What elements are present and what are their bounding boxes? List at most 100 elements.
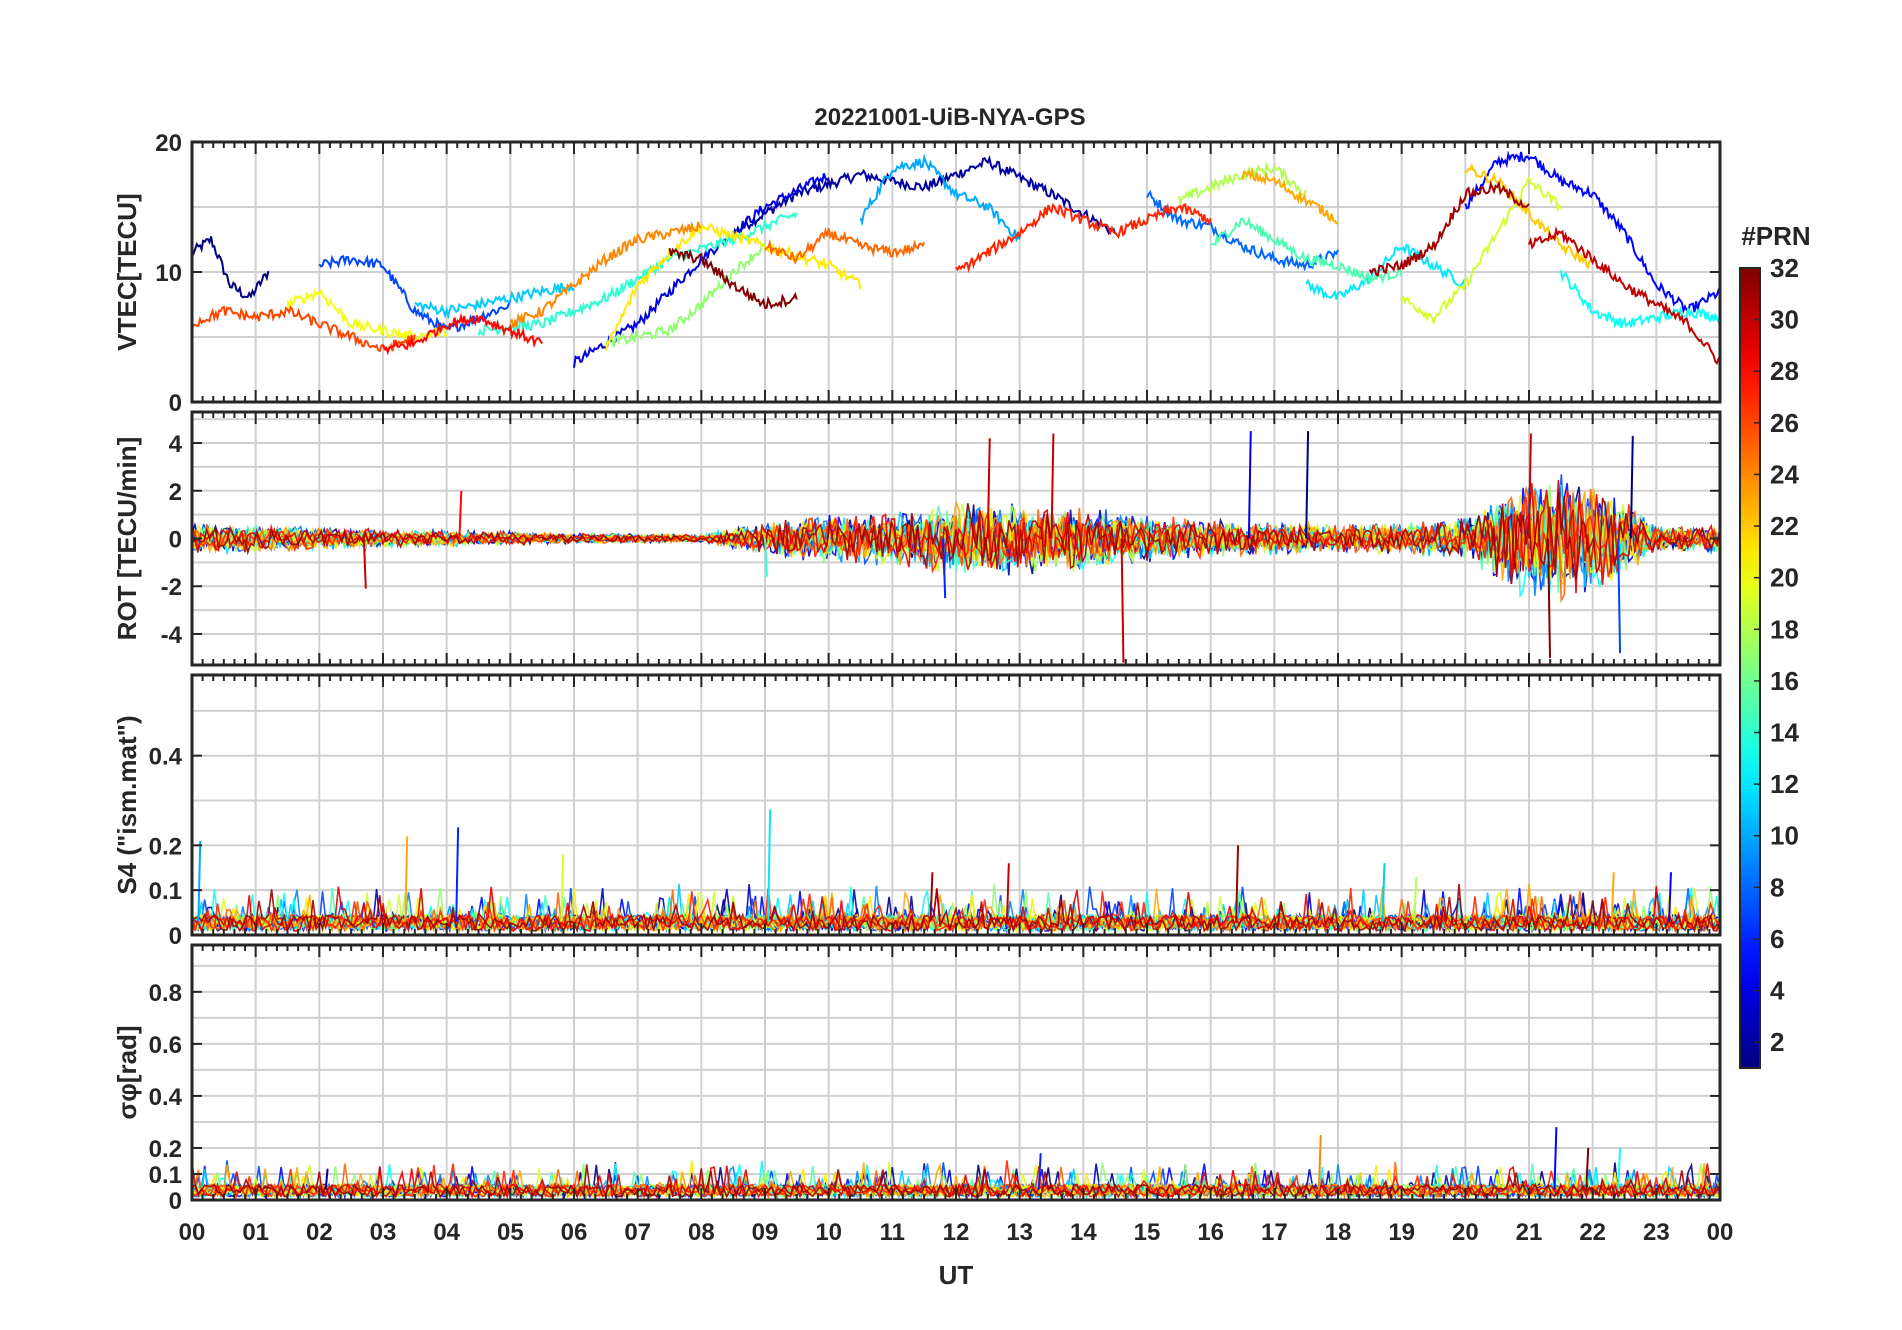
x-tick-label: 04	[433, 1219, 460, 1246]
x-tick-label: 03	[370, 1219, 397, 1246]
x-tick-label: 17	[1261, 1219, 1288, 1246]
y-tick-label: 0.6	[149, 1032, 182, 1059]
vtec-series-line-prn-23	[1241, 167, 1339, 225]
x-tick-label: 06	[561, 1219, 588, 1246]
y-tick-label: 2	[169, 479, 182, 506]
x-tick-label: 00	[179, 1219, 206, 1246]
y-tick-label: 0.4	[149, 744, 183, 771]
vtec-series-line-prn-11	[414, 281, 575, 320]
x-tick-label: 00	[1707, 1219, 1734, 1246]
y-tick-label: 0	[169, 923, 182, 950]
rot-spike	[986, 438, 991, 539]
vtec-series-line-prn-28	[382, 312, 544, 356]
rot-spike	[1629, 435, 1634, 539]
x-tick-label: 14	[1070, 1219, 1097, 1246]
colorbar-tick-label: 12	[1770, 769, 1799, 799]
vtec-series-line-prn-21	[604, 222, 862, 351]
rot-spike	[1547, 538, 1552, 658]
y-tick-label: 0.2	[149, 1136, 182, 1163]
s4-spike	[1413, 876, 1418, 922]
colorbar-tick-label: 26	[1770, 408, 1799, 438]
x-ticks	[191, 675, 1721, 935]
y-tick-label: 0.8	[149, 980, 182, 1007]
colorbar-title: #PRN	[1741, 221, 1810, 251]
vtec-series-line-prn-2	[732, 154, 1117, 238]
x-tick-label: 21	[1516, 1219, 1543, 1246]
vtec-series-line-prn-17	[604, 242, 766, 348]
colorbar-tick-label: 4	[1770, 976, 1785, 1006]
rot-spike	[942, 538, 947, 599]
vtec-series-line-prn-5	[1464, 150, 1720, 314]
panel-rot: -4 -2 0 2 4 ROT [TECU/min]	[112, 410, 1722, 667]
y-axis-label-s4: S4 ("ism.mat")	[112, 715, 142, 894]
colorbar-tick-label: 2	[1770, 1027, 1784, 1057]
panel-vtec: 0 10 20 VTEC[TECU]	[112, 130, 1722, 417]
x-tick-label: 10	[815, 1219, 842, 1246]
rot-series-line-prn-31	[192, 492, 1720, 580]
x-tick-label: 19	[1388, 1219, 1415, 1246]
colorbar-tick-label: 18	[1770, 614, 1799, 644]
colorbar-tick-label: 6	[1770, 924, 1784, 954]
x-tick-label: 23	[1643, 1219, 1670, 1246]
y-tick-label: 4	[169, 431, 183, 458]
vtec-series-line-prn-1	[192, 236, 270, 299]
colorbar-tick-label: 28	[1770, 356, 1799, 386]
rot-spike	[1528, 433, 1532, 539]
rot-spike	[1120, 538, 1125, 663]
y-tick-label: 0.2	[149, 833, 182, 860]
rot-spike	[362, 538, 367, 589]
x-tick-label: 16	[1197, 1219, 1224, 1246]
s4-spike	[1668, 872, 1672, 922]
x-tick-label: 20	[1452, 1219, 1479, 1246]
rot-spike	[1617, 538, 1622, 654]
s4-spike	[404, 836, 409, 922]
x-tick-label: 12	[943, 1219, 970, 1246]
s4-spike	[1235, 845, 1240, 922]
vtec-series-line-prn-13	[1559, 270, 1720, 330]
rot-spike	[1305, 431, 1310, 539]
x-tick-label: 13	[1006, 1219, 1033, 1246]
vtec-series-line-prn-24	[509, 221, 702, 329]
sigma_phi-spike	[324, 1168, 329, 1190]
y-tick-label: 10	[155, 260, 182, 287]
s4-spike	[929, 872, 934, 922]
vtec-series-line-prn-19	[1400, 174, 1562, 326]
colorbar-tick-label: 10	[1770, 821, 1799, 851]
vtec-series-line-prn-26	[192, 305, 416, 353]
figure-title: 20221001-UiB-NYA-GPS	[814, 104, 1085, 131]
y-axis-label-vtec: VTEC[TECU]	[112, 193, 142, 350]
x-tick-label: 09	[752, 1219, 779, 1246]
rot-spike	[764, 538, 768, 577]
x-tick-label: 08	[688, 1219, 715, 1246]
x-tick-label: 01	[242, 1219, 269, 1246]
y-tick-label: 0	[169, 527, 182, 554]
vtec-series-line-prn-12	[1305, 243, 1467, 300]
x-tick-label: 05	[497, 1219, 524, 1246]
grid-lines	[192, 142, 1720, 402]
panel-s4: 0 0.1 0.2 0.4 S4 ("ism.mat")	[112, 673, 1722, 950]
vtec-series-line-prn-15	[1210, 215, 1403, 285]
y-tick-label: 0	[169, 390, 182, 417]
x-tick-label: 15	[1134, 1219, 1161, 1246]
sigma_phi-spike	[1553, 1127, 1558, 1190]
rot-spike	[1050, 433, 1055, 539]
x-ticks	[191, 142, 1721, 402]
y-tick-label: 0.4	[149, 1084, 183, 1111]
x-tick-label: 02	[306, 1219, 333, 1246]
y-tick-label: 0	[169, 1188, 182, 1215]
colorbar-tick-label: 24	[1770, 459, 1799, 489]
vtec-series-line-prn-31	[1368, 180, 1530, 277]
grid-lines	[192, 945, 1720, 1200]
s4-spike	[455, 827, 460, 922]
s4-spike	[1381, 863, 1386, 922]
sigma_phi-spike	[1617, 1147, 1622, 1190]
x-axis-label: UT	[939, 1260, 974, 1290]
y-axis-label-rot: ROT [TECU/min]	[112, 437, 142, 641]
x-tick-label: 18	[1325, 1219, 1352, 1246]
colorbar-tick-label: 14	[1770, 718, 1799, 748]
sigma_phi-spike	[1037, 1153, 1042, 1190]
colorbar-tick-label: 8	[1770, 872, 1784, 902]
